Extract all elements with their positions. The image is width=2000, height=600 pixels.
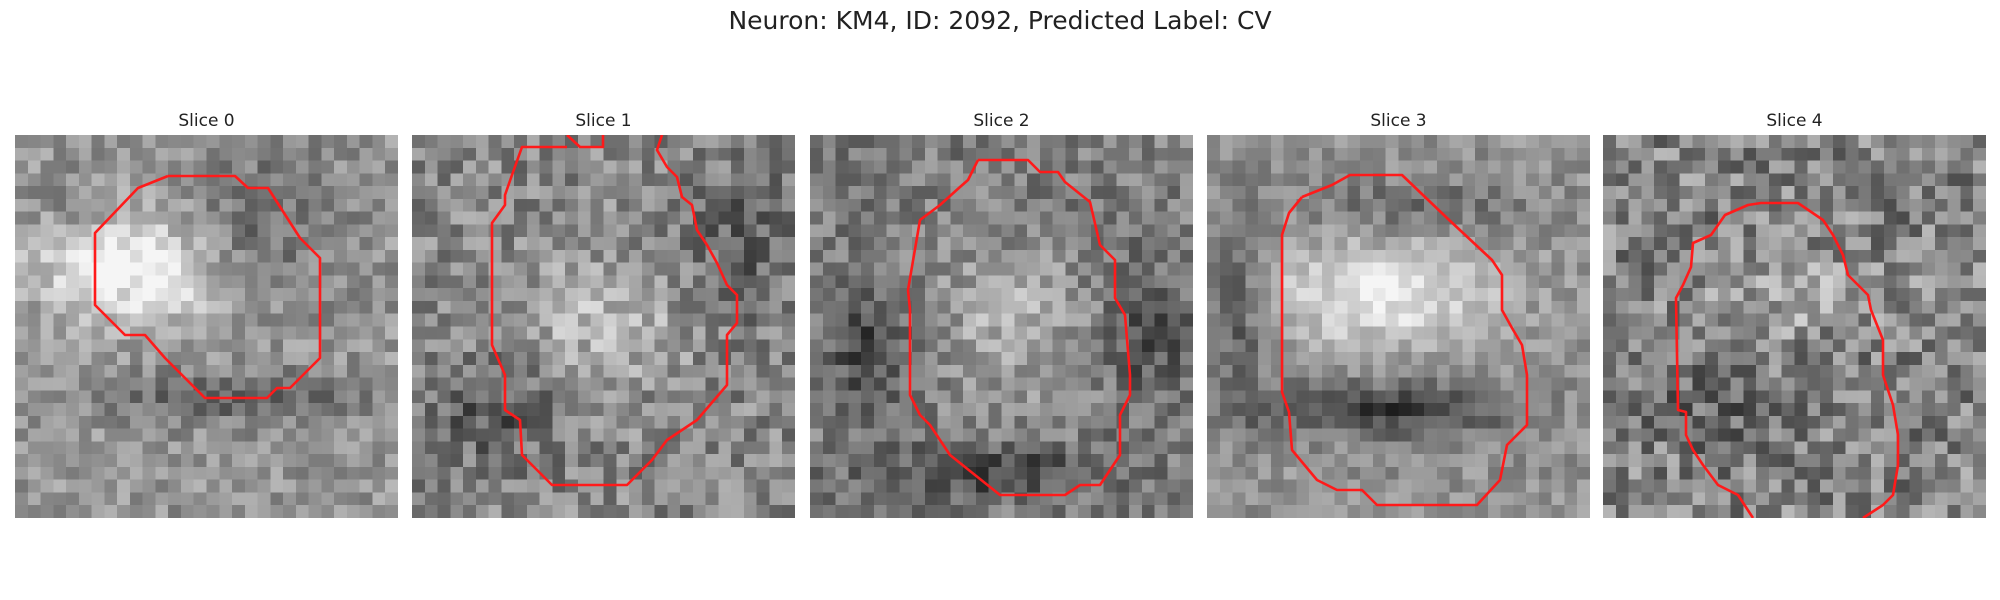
- slice-panel-4: Slice 4: [1603, 108, 1986, 518]
- slice-image-2: [810, 135, 1193, 518]
- roi-contour-3: [1280, 173, 1529, 507]
- slice-image-0: [15, 135, 398, 518]
- slice-overlay-2: [906, 158, 1132, 497]
- slice-overlay-3: [1280, 173, 1529, 507]
- figure-title: Neuron: KM4, ID: 2092, Predicted Label: …: [728, 6, 1272, 35]
- slice-overlay-4: [1674, 201, 1900, 518]
- slice-pixels-4: [1603, 135, 1986, 518]
- slice-image-3: [1207, 135, 1590, 518]
- slice-image-1: [412, 135, 795, 518]
- slice-title-4: Slice 4: [1766, 111, 1823, 131]
- slice-pixels-1: [412, 135, 795, 518]
- slice-title-0: Slice 0: [178, 111, 235, 131]
- slice-panel-3: Slice 3: [1207, 108, 1590, 518]
- roi-contour-1b: [490, 135, 739, 487]
- roi-contour-2: [906, 158, 1132, 497]
- roi-contour-4: [1674, 201, 1900, 518]
- slice-pixels-3: [1207, 135, 1590, 518]
- roi-contour-1: [566, 135, 605, 149]
- slice-panel-2: Slice 2: [810, 108, 1193, 518]
- slice-title-2: Slice 2: [973, 111, 1030, 131]
- slice-title-1: Slice 1: [575, 111, 632, 131]
- slice-overlay-0: [93, 174, 322, 400]
- slice-pixels-2: [810, 135, 1193, 518]
- slice-title-3: Slice 3: [1370, 111, 1427, 131]
- slice-pixels-0: [15, 135, 398, 518]
- slice-panel-1: Slice 1: [412, 108, 795, 518]
- slice-image-4: [1603, 135, 1986, 518]
- slice-overlay-1: [490, 135, 739, 487]
- roi-contour-0: [93, 174, 322, 400]
- slice-panel-0: Slice 0: [15, 108, 398, 518]
